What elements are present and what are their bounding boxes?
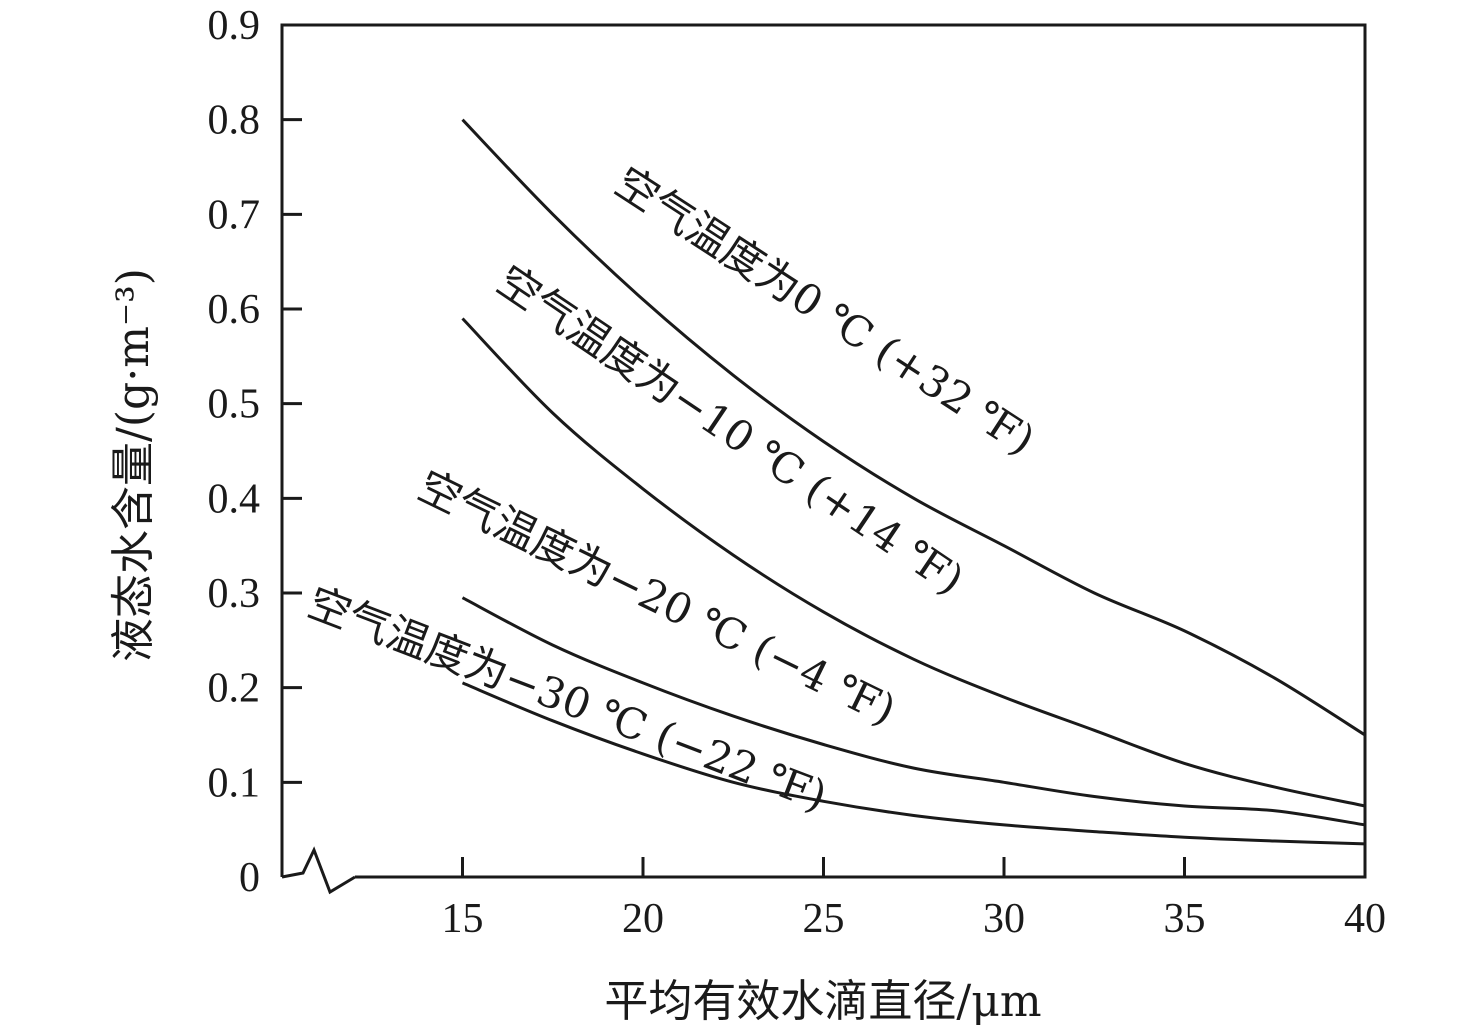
y-tick-label: 0.4 [208,476,261,522]
x-tick-label: 30 [983,896,1025,942]
y-tick-label: 0.3 [208,571,261,617]
y-axis-title: 液态水含量/(g·m⁻³) [108,268,159,662]
series-lines [461,118,1366,846]
x-axis-break [281,846,356,895]
y-tick-label: 0 [239,855,260,901]
x-axis-title: 平均有效水滴直径/μm [604,976,1041,1027]
y-tick-label: 0.7 [208,192,261,238]
series-line-4 [461,681,1366,846]
x-axis: 15 20 25 30 35 40 [442,857,1386,942]
y-axis: 0 0.1 0.2 0.3 0.4 0.5 0.6 0.7 0.8 0.9 [208,3,302,901]
x-tick-label: 25 [803,896,845,942]
x-tick-label: 20 [622,896,664,942]
x-tick-label: 35 [1164,896,1206,942]
x-tick-label: 40 [1344,896,1386,942]
series-line-3 [461,596,1366,827]
y-tick-label: 0.6 [208,287,261,333]
plot-border [280,23,1367,879]
y-tick-label: 0.8 [208,98,261,144]
x-tick-label: 15 [442,896,484,942]
y-tick-label: 0.5 [208,382,261,428]
series-line-1 [461,118,1366,737]
curve-annotations: 空气温度为0 ℃ (+32 ℉)空气温度为−10 ℃ (+14 ℉)空气温度为−… [301,157,1043,821]
curve-label-4: 空气温度为−30 ℃ (−22 ℉) [301,578,833,821]
y-tick-label: 0.1 [208,760,261,806]
y-tick-label: 0.9 [208,3,261,49]
y-tick-label: 0.2 [208,666,261,712]
series-line-2 [461,317,1366,808]
plot-frame [280,23,1367,895]
